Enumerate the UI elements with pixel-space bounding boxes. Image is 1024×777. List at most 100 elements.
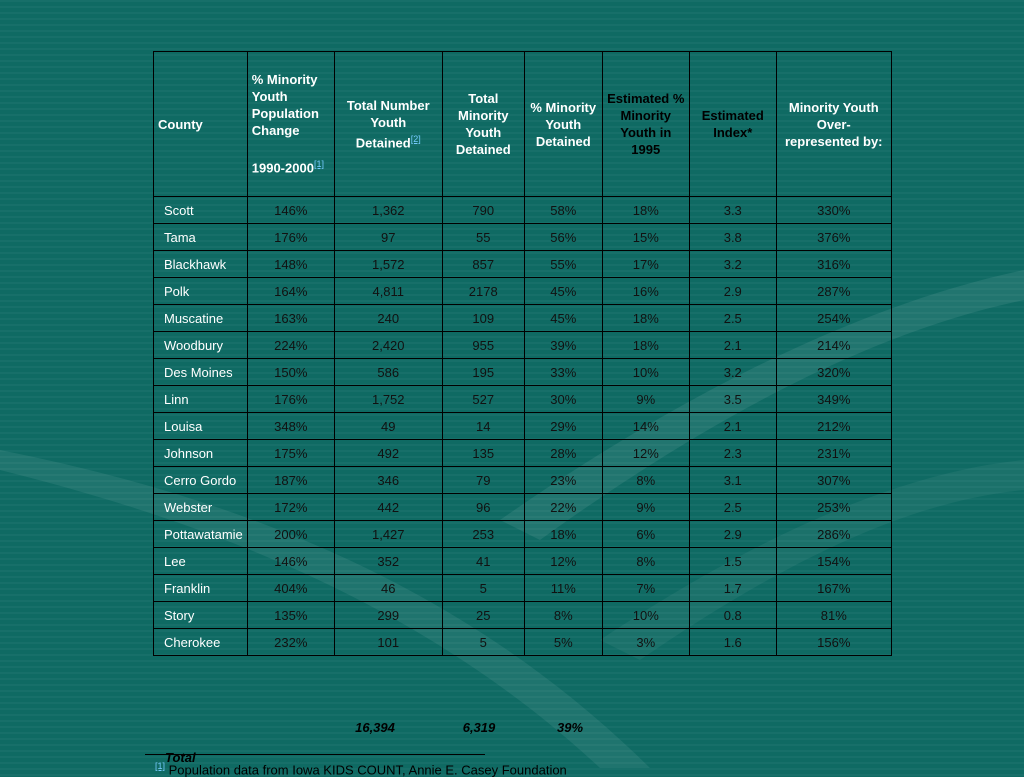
value-cell: 404%: [246, 574, 335, 602]
value-cell: 55: [441, 223, 525, 251]
value-cell: 49: [333, 412, 443, 440]
value-cell: 352: [333, 547, 443, 575]
value-cell: 253: [441, 520, 525, 548]
value-cell: 17%: [601, 250, 690, 278]
value-cell: 5: [441, 628, 525, 656]
value-cell: 376%: [775, 223, 892, 251]
value-cell: 442: [333, 493, 443, 521]
footnote-ref: [2]: [410, 133, 421, 144]
value-cell: 330%: [775, 196, 892, 224]
value-cell: 96: [441, 493, 525, 521]
table-row: Tama 176% 97 55 56% 15% 3.8 376%: [153, 223, 892, 251]
value-cell: 10%: [601, 601, 690, 629]
value-cell: 2.3: [688, 439, 777, 467]
value-cell: 55%: [523, 250, 603, 278]
value-cell: 316%: [775, 250, 892, 278]
value-cell: 28%: [523, 439, 603, 467]
value-cell: 29%: [523, 412, 603, 440]
county-cell: Pottawatamie: [153, 520, 248, 548]
header-row: County % Minority Youth Population Change…: [153, 51, 892, 197]
header-cell: Estimated Index*: [688, 51, 777, 197]
value-cell: 25: [441, 601, 525, 629]
value-cell: 156%: [775, 628, 892, 656]
value-cell: 2,420: [333, 331, 443, 359]
value-cell: 348%: [246, 412, 335, 440]
value-cell: 81%: [775, 601, 892, 629]
header-cell: % Minority Youth Detained: [523, 51, 603, 197]
value-cell: 1.6: [688, 628, 777, 656]
value-cell: 214%: [775, 331, 892, 359]
footnote-marker: [1]: [155, 761, 166, 771]
value-cell: 146%: [246, 196, 335, 224]
table-row: Franklin 404% 46 5 11% 7% 1.7 167%: [153, 574, 892, 602]
value-cell: 12%: [601, 439, 690, 467]
header-text: Total Number Youth Detained: [346, 97, 430, 151]
value-cell: 10%: [601, 358, 690, 386]
value-cell: 7%: [601, 574, 690, 602]
value-cell: 195: [441, 358, 525, 386]
value-cell: 3.1: [688, 466, 777, 494]
value-cell: 1.5: [688, 547, 777, 575]
value-cell: 175%: [246, 439, 335, 467]
value-cell: 2178: [441, 277, 525, 305]
value-cell: 955: [441, 331, 525, 359]
value-cell: 33%: [523, 358, 603, 386]
value-cell: 14%: [601, 412, 690, 440]
table-row: Blackhawk 148% 1,572 857 55% 17% 3.2 316%: [153, 250, 892, 278]
total-value: 39%: [556, 720, 584, 735]
county-cell: Muscatine: [153, 304, 248, 332]
value-cell: 167%: [775, 574, 892, 602]
header-cell: % Minority Youth Population Change 1990-2…: [246, 51, 335, 197]
table-row: Scott 146% 1,362 790 58% 18% 3.3 330%: [153, 196, 892, 224]
county-cell: Linn: [153, 385, 248, 413]
table-row: Pottawatamie 200% 1,427 253 18% 6% 2.9 286%: [153, 520, 892, 548]
value-cell: 3.3: [688, 196, 777, 224]
county-cell: Cerro Gordo: [153, 466, 248, 494]
value-cell: 212%: [775, 412, 892, 440]
value-cell: 22%: [523, 493, 603, 521]
header-subtext: 1990-2000: [251, 160, 314, 176]
value-cell: 30%: [523, 385, 603, 413]
value-cell: 8%: [523, 601, 603, 629]
value-cell: 154%: [775, 547, 892, 575]
value-cell: 527: [441, 385, 525, 413]
value-cell: 3.8: [688, 223, 777, 251]
header-text: % Minority Youth Population Change: [251, 72, 319, 139]
footnote: [1] Population data from Iowa KIDS COUNT…: [155, 761, 567, 777]
value-cell: 97: [333, 223, 443, 251]
value-cell: 23%: [523, 466, 603, 494]
header-text: Total Minority Youth Detained: [455, 91, 511, 157]
value-cell: 16%: [601, 277, 690, 305]
value-cell: 8%: [601, 547, 690, 575]
header-cell: Estimated % Minority Youth in 1995: [601, 51, 690, 197]
value-cell: 18%: [601, 331, 690, 359]
value-cell: 320%: [775, 358, 892, 386]
table-row: Muscatine 163% 240 109 45% 18% 2.5 254%: [153, 304, 892, 332]
table-row: Louisa 348% 49 14 29% 14% 2.1 212%: [153, 412, 892, 440]
value-cell: 101: [333, 628, 443, 656]
value-cell: 18%: [601, 304, 690, 332]
table-row: Cherokee 232% 101 5 5% 3% 1.6 156%: [153, 628, 892, 656]
value-cell: 9%: [601, 493, 690, 521]
table-row: Johnson 175% 492 135 28% 12% 2.3 231%: [153, 439, 892, 467]
table-row: Story 135% 299 25 8% 10% 0.8 81%: [153, 601, 892, 629]
value-cell: 79: [441, 466, 525, 494]
county-cell: Polk: [153, 277, 248, 305]
table-body: Scott 146% 1,362 790 58% 18% 3.3 330% Tama 176% 97…: [153, 196, 892, 656]
value-cell: 5%: [523, 628, 603, 656]
value-cell: 1.7: [688, 574, 777, 602]
value-cell: 307%: [775, 466, 892, 494]
value-cell: 254%: [775, 304, 892, 332]
table-row: Lee 146% 352 41 12% 8% 1.5 154%: [153, 547, 892, 575]
value-cell: 2.1: [688, 412, 777, 440]
value-cell: 58%: [523, 196, 603, 224]
value-cell: 56%: [523, 223, 603, 251]
value-cell: 12%: [523, 547, 603, 575]
value-cell: 253%: [775, 493, 892, 521]
value-cell: 2.9: [688, 520, 777, 548]
total-value: 6,319: [462, 720, 496, 735]
county-cell: Blackhawk: [153, 250, 248, 278]
value-cell: 790: [441, 196, 525, 224]
value-cell: 14: [441, 412, 525, 440]
value-cell: 9%: [601, 385, 690, 413]
